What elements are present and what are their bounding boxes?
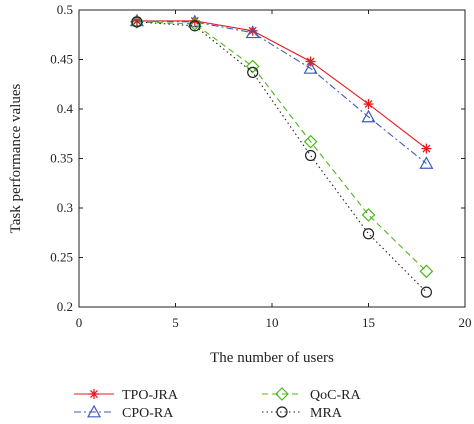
legend-item-qoc-ra: QoC-RA [262, 387, 361, 403]
x-tick-label: 10 [266, 315, 279, 330]
data-point-cpo-ra [245, 25, 260, 39]
x-tick-label: 15 [362, 315, 375, 330]
data-point-qoc-ra [187, 17, 202, 31]
y-tick-label: 0.35 [50, 151, 73, 166]
data-point-qoc-ra [361, 208, 376, 222]
legend-item-mra: MRA [262, 406, 343, 421]
tick-labels-group: 0 5 10 15 20 0.2 0.25 0.3 0.35 0.4 0.45 0.5 [50, 2, 471, 330]
x-tick-label: 20 [459, 315, 472, 330]
plot-area-border [78, 9, 466, 308]
data-point-tpo-jra [247, 25, 258, 36]
y-tick-label: 0.5 [57, 2, 73, 17]
legend-label-qoc-ra: QoC-RA [310, 388, 361, 403]
plot-frame-group [78, 9, 466, 308]
legend: TPO-JRA CPO-RA QoC-RA MRA [74, 387, 361, 421]
y-tick-label: 0.25 [50, 250, 73, 265]
x-tick-label: 0 [76, 315, 83, 330]
data-point-cpo-ra [303, 61, 318, 74]
data-point-mra [305, 149, 317, 162]
data-point-cpo-ra [419, 156, 434, 169]
legend-label-mra: MRA [310, 406, 343, 421]
legend-label-cpo-ra: CPO-RA [122, 406, 174, 421]
data-point-qoc-ra [419, 264, 434, 279]
series-qoc-ra [130, 15, 434, 279]
data-point-cpo-ra [129, 13, 144, 27]
series-line-qoc-ra [136, 21, 427, 272]
series-mra [131, 16, 432, 298]
data-point-mra [189, 20, 201, 32]
x-axis-label: The number of users [210, 350, 334, 366]
legend-marker-cpo-ra [86, 404, 102, 418]
y-tick-label: 0.45 [50, 52, 73, 67]
series-tpo-jra [131, 15, 432, 154]
series-line-mra [136, 21, 427, 293]
series-group [129, 13, 434, 298]
y-axis-label: Task performance values [8, 83, 24, 233]
data-point-mra [131, 16, 143, 28]
legend-label-tpo-jra: TPO-JRA [122, 388, 179, 403]
y-tick-label: 0.2 [57, 299, 73, 314]
data-point-qoc-ra [303, 134, 318, 149]
legend-marker-tpo-jra [89, 389, 99, 399]
series-line-cpo-ra [136, 20, 427, 164]
axis-labels-group: The number of users Task performance val… [8, 83, 334, 366]
legend-marker-mra [276, 406, 288, 418]
data-point-mra [362, 228, 375, 240]
data-point-tpo-jra [421, 143, 432, 154]
legend-item-tpo-jra: TPO-JRA [74, 388, 179, 403]
data-point-cpo-ra [361, 109, 376, 123]
x-tick-label: 5 [172, 315, 179, 330]
data-point-mra [420, 286, 432, 298]
data-point-tpo-jra [363, 99, 374, 110]
series-line-tpo-jra [136, 20, 427, 150]
legend-marker-qoc-ra [275, 387, 289, 401]
y-tick-label: 0.4 [57, 101, 74, 116]
series-cpo-ra [129, 13, 434, 169]
data-point-qoc-ra [245, 59, 260, 74]
legend-item-cpo-ra: CPO-RA [74, 404, 174, 421]
y-tick-label: 0.3 [57, 200, 73, 215]
data-point-mra [247, 66, 259, 78]
tick-marks-group [78, 9, 466, 308]
